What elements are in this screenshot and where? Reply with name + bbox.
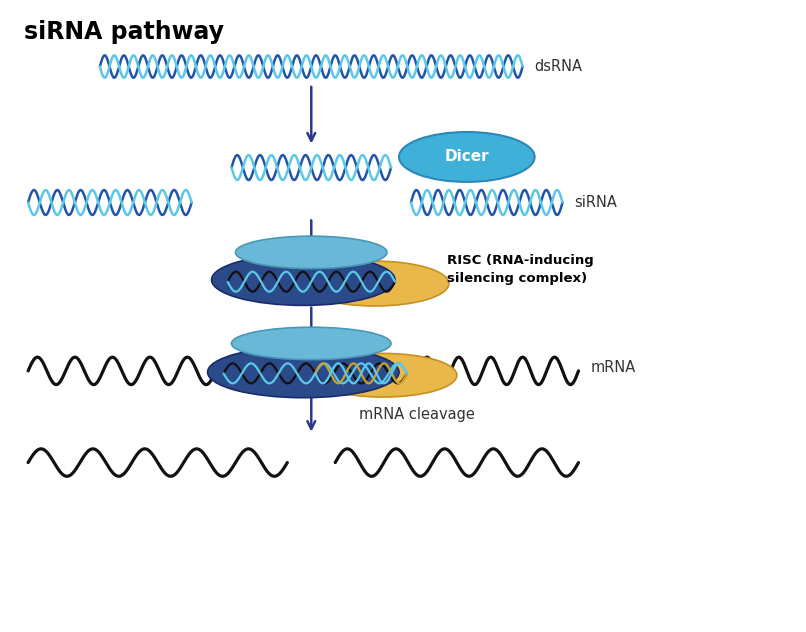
Text: RISC (RNA-inducing
silencing complex): RISC (RNA-inducing silencing complex) xyxy=(447,253,594,285)
Ellipse shape xyxy=(399,132,534,182)
Ellipse shape xyxy=(310,353,457,397)
Text: mRNA cleavage: mRNA cleavage xyxy=(359,407,475,422)
Text: siRNA: siRNA xyxy=(575,195,617,210)
Text: dsRNA: dsRNA xyxy=(534,59,583,74)
Ellipse shape xyxy=(231,327,391,360)
Text: Dicer: Dicer xyxy=(444,149,489,164)
Text: mRNA: mRNA xyxy=(591,360,636,375)
Ellipse shape xyxy=(208,346,399,398)
Text: siRNA pathway: siRNA pathway xyxy=(24,20,224,44)
Ellipse shape xyxy=(211,254,395,305)
Ellipse shape xyxy=(235,236,387,269)
Ellipse shape xyxy=(301,261,449,306)
